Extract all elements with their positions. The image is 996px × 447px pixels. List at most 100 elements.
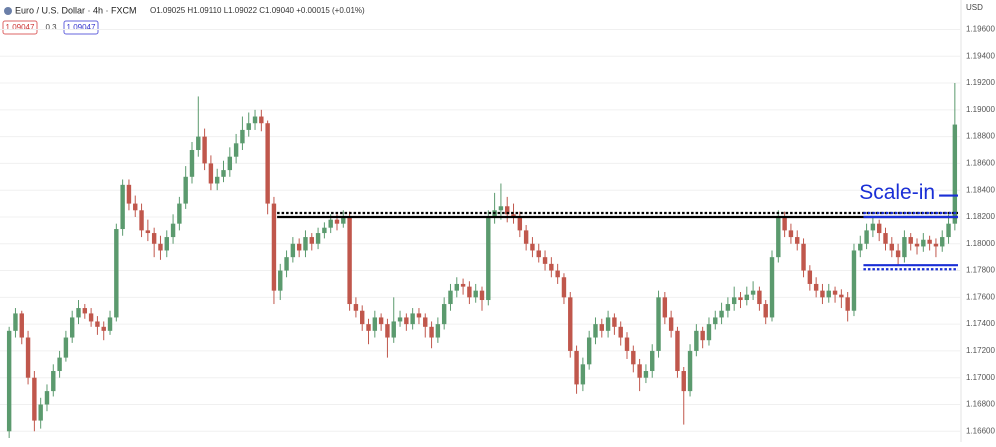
- candle-body: [328, 219, 333, 228]
- candle-body: [189, 150, 195, 177]
- y-tick-label: 1.17600: [966, 292, 995, 301]
- candle-body: [952, 124, 958, 224]
- candle-body: [637, 364, 642, 378]
- candle-body: [675, 330, 680, 372]
- symbol-title: Euro / U.S. Dollar · 4h · FXCM: [15, 5, 137, 15]
- candle-body: [511, 214, 516, 217]
- candle-body: [164, 237, 169, 251]
- candle-body: [668, 317, 674, 331]
- candle-body: [788, 230, 794, 238]
- candle-body: [6, 330, 12, 432]
- candle-body: [240, 129, 245, 144]
- candle-body: [744, 294, 750, 301]
- candle-body: [586, 337, 592, 365]
- candle-body: [820, 290, 825, 298]
- candle-body: [32, 377, 37, 421]
- candle-body: [202, 136, 207, 164]
- y-tick-label: 1.18400: [966, 185, 995, 194]
- candle-body: [454, 283, 459, 291]
- candle-body: [177, 203, 182, 224]
- candle-body: [624, 337, 630, 351]
- candle-body: [410, 313, 415, 325]
- candle-body: [360, 310, 365, 325]
- candle-body: [158, 243, 163, 251]
- candle-body: [448, 290, 453, 305]
- candle-body: [322, 227, 327, 234]
- candle-body: [902, 237, 907, 258]
- candle-body: [725, 304, 731, 311]
- candle-body: [378, 317, 384, 325]
- y-tick-label: 1.18600: [966, 159, 995, 168]
- candle-body: [76, 308, 81, 318]
- candle-body: [423, 317, 428, 327]
- candle-body: [290, 243, 296, 258]
- candle-body: [259, 116, 264, 124]
- candle-body: [662, 297, 668, 318]
- candle-body: [278, 270, 283, 291]
- candle-body: [479, 290, 485, 301]
- candle-body: [25, 337, 31, 378]
- candle-body: [126, 184, 132, 204]
- candle-body: [473, 290, 478, 298]
- candle-body: [114, 229, 119, 318]
- candle-body: [593, 324, 598, 338]
- candle-body: [895, 250, 901, 258]
- candle-body: [82, 308, 88, 314]
- symbol-icon: [4, 7, 12, 15]
- candle-body: [813, 283, 819, 291]
- candle-body: [940, 237, 945, 247]
- y-tick-label: 1.19200: [966, 78, 995, 87]
- candle-body: [650, 350, 655, 372]
- candle-body: [795, 237, 800, 244]
- candle-body: [347, 216, 352, 305]
- candle-body: [252, 116, 258, 124]
- candle-body: [353, 304, 359, 311]
- candle-body: [404, 317, 409, 325]
- candle-body: [631, 350, 636, 365]
- candle-body: [315, 233, 321, 244]
- candle-body: [151, 233, 157, 244]
- candle-body: [555, 270, 560, 278]
- candle-body: [782, 216, 787, 231]
- candle-body: [851, 250, 857, 311]
- candle-body: [145, 230, 151, 234]
- candle-body: [763, 304, 768, 318]
- candle-body: [19, 313, 24, 338]
- candle-body: [233, 143, 239, 157]
- candle-body: [536, 250, 541, 258]
- spread: 0.3: [45, 23, 57, 32]
- candle-body: [643, 371, 649, 378]
- currency-label: USD: [966, 3, 983, 12]
- candle-body: [776, 216, 781, 258]
- candle-body: [681, 371, 686, 392]
- y-tick-label: 1.18800: [966, 132, 995, 141]
- candle-body: [44, 391, 50, 405]
- y-tick-label: 1.19000: [966, 105, 995, 114]
- y-tick-label: 1.18000: [966, 239, 995, 248]
- candle-body: [334, 219, 340, 224]
- candle-body: [208, 163, 214, 184]
- candle-body: [826, 290, 831, 298]
- candle-body: [460, 283, 466, 287]
- candle-body: [568, 297, 573, 351]
- bid-box: [2, 20, 38, 35]
- candle-body: [429, 326, 434, 338]
- candle-body: [391, 321, 396, 338]
- candle-body: [883, 233, 888, 244]
- candle-body: [63, 337, 69, 358]
- candle-body: [908, 237, 913, 244]
- candle-body: [750, 290, 756, 295]
- candle-body: [284, 257, 289, 271]
- candle-body: [416, 313, 422, 318]
- candle-body: [876, 223, 882, 234]
- candle-body: [246, 123, 251, 130]
- y-tick-label: 1.19600: [966, 25, 995, 34]
- candle-body: [845, 297, 850, 311]
- candle-body: [738, 297, 743, 301]
- y-tick-label: 1.19400: [966, 51, 995, 60]
- candle-body: [713, 317, 718, 325]
- candle-body: [265, 123, 270, 204]
- y-tick-label: 1.17400: [966, 319, 995, 328]
